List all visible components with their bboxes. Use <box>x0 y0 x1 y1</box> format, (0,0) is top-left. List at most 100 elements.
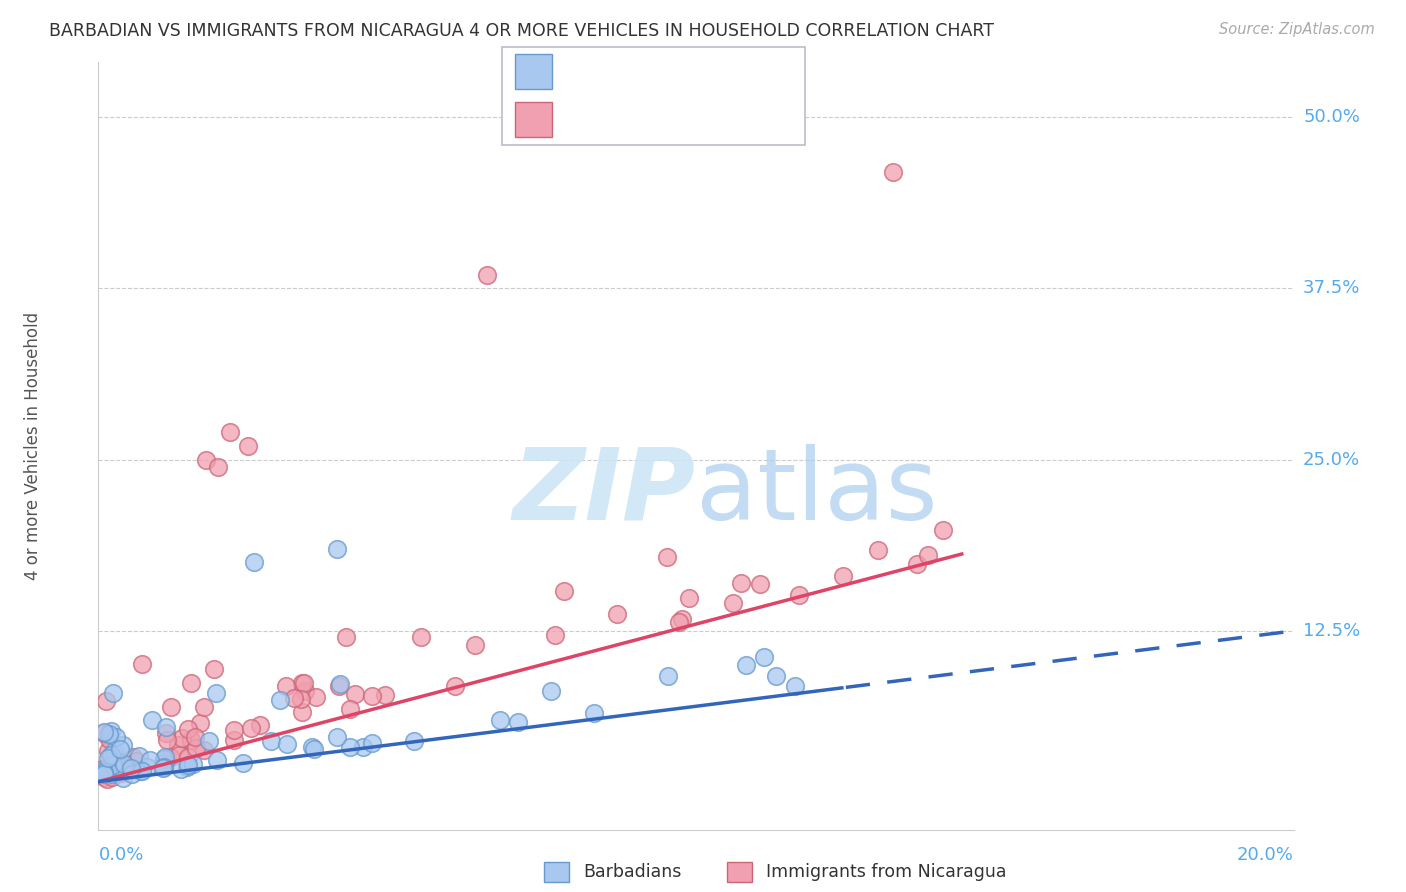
Point <box>832 569 855 583</box>
Text: atlas: atlas <box>696 443 938 541</box>
Point <box>93 724 115 739</box>
Point <box>155 720 177 734</box>
Point <box>103 763 125 777</box>
Text: Barbadians: Barbadians <box>583 863 682 881</box>
Point <box>160 700 183 714</box>
Text: BARBADIAN VS IMMIGRANTS FROM NICARAGUA 4 OR MORE VEHICLES IN HOUSEHOLD CORRELATI: BARBADIAN VS IMMIGRANTS FROM NICARAGUA 4… <box>49 22 994 40</box>
Point <box>222 723 245 738</box>
Point <box>177 757 200 772</box>
Point <box>93 764 115 779</box>
Point <box>139 753 162 767</box>
Point <box>290 692 312 706</box>
Point <box>97 750 120 764</box>
Point <box>329 676 352 690</box>
Point <box>141 714 163 728</box>
Point <box>100 748 122 763</box>
Point <box>176 760 198 774</box>
Point <box>112 764 135 778</box>
Point <box>236 439 259 453</box>
Point <box>540 684 562 698</box>
Text: 0.0%: 0.0% <box>98 846 143 864</box>
Point <box>108 742 131 756</box>
Point <box>96 772 118 786</box>
Point <box>93 770 115 784</box>
Point <box>232 756 254 770</box>
Point <box>489 713 512 727</box>
Point <box>749 577 772 591</box>
Point <box>402 733 425 747</box>
Point <box>103 744 125 758</box>
Point <box>668 615 690 630</box>
Point <box>181 757 204 772</box>
Point <box>128 748 150 763</box>
Point <box>276 679 298 693</box>
Point <box>276 737 298 751</box>
Point <box>125 762 148 776</box>
Text: R =  0.397   N = 80: R = 0.397 N = 80 <box>567 110 751 129</box>
Text: 37.5%: 37.5% <box>1303 279 1361 297</box>
Point <box>114 760 136 774</box>
Point <box>735 657 758 672</box>
Point <box>905 557 928 571</box>
Point <box>606 607 628 621</box>
Text: 4 or more Vehicles in Household: 4 or more Vehicles in Household <box>24 312 42 580</box>
Point <box>112 738 135 752</box>
Point <box>789 589 811 603</box>
Point <box>103 751 125 765</box>
Point <box>283 690 305 705</box>
Point <box>932 523 955 537</box>
Point <box>152 761 174 775</box>
Point <box>167 748 190 763</box>
Point <box>475 268 498 282</box>
Point <box>97 744 120 758</box>
Point <box>177 722 200 736</box>
Point <box>205 686 228 700</box>
Point <box>155 726 177 740</box>
Point <box>259 733 281 747</box>
Point <box>374 688 396 702</box>
Bar <box>727 863 752 882</box>
Bar <box>515 54 551 88</box>
Point <box>177 750 200 764</box>
Point <box>105 758 128 772</box>
Point <box>249 718 271 732</box>
Text: R =  0.157   N = 62: R = 0.157 N = 62 <box>567 62 751 81</box>
Point <box>120 761 142 775</box>
Point <box>110 765 132 780</box>
Point <box>101 685 124 699</box>
Point <box>291 705 314 719</box>
Point <box>98 732 121 747</box>
Point <box>269 693 291 707</box>
Point <box>326 541 349 556</box>
Point <box>100 770 122 784</box>
Point <box>730 575 752 590</box>
Point <box>671 612 693 626</box>
Point <box>657 669 679 683</box>
Point <box>917 549 939 563</box>
Point <box>170 762 193 776</box>
Point <box>204 662 226 676</box>
Point <box>121 767 143 781</box>
Point <box>155 750 177 764</box>
Point <box>170 731 193 746</box>
Point <box>866 542 889 557</box>
Point <box>193 743 215 757</box>
Point <box>104 731 127 745</box>
Point <box>207 459 229 474</box>
Text: Immigrants from Nicaragua: Immigrants from Nicaragua <box>766 863 1007 881</box>
Point <box>335 630 357 644</box>
Point <box>785 679 807 693</box>
Point <box>98 727 121 741</box>
Point <box>129 764 152 778</box>
Point <box>343 687 366 701</box>
Point <box>153 752 176 766</box>
Point <box>678 591 700 606</box>
Text: 20.0%: 20.0% <box>1237 846 1294 864</box>
Point <box>197 734 219 748</box>
Point <box>765 668 787 682</box>
Point <box>506 714 529 729</box>
Point <box>159 750 181 764</box>
Point <box>93 761 115 775</box>
Point <box>239 722 262 736</box>
Point <box>464 638 486 652</box>
